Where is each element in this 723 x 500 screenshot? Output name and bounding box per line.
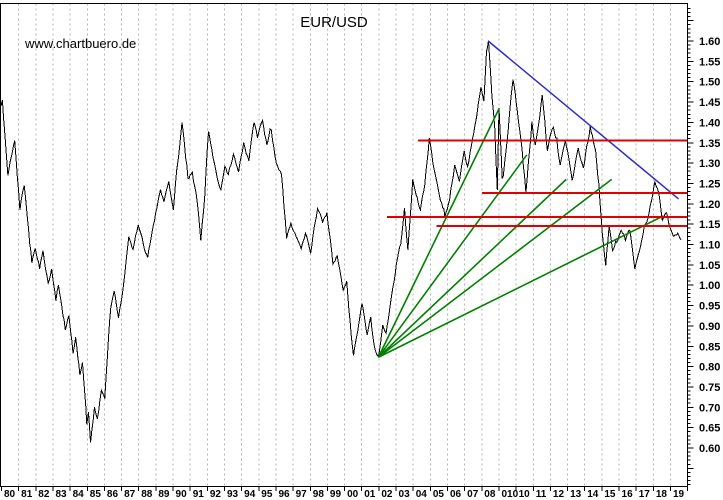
x-axis-label: 10 (519, 489, 531, 500)
y-axis-label: 1.00 (699, 280, 720, 292)
y-axis-label: 1.15 (699, 219, 720, 231)
y-axis-label: 1.50 (699, 77, 720, 89)
x-axis-label: 17 (639, 489, 651, 500)
downtrend-line (487, 40, 680, 200)
x-axis-label: 93 (227, 489, 239, 500)
watermark-text: www.chartbuero.de (24, 36, 136, 51)
x-axis-label: 80 (4, 489, 16, 500)
x-axis-label: 00 (347, 489, 359, 500)
x-axis-label: 96 (278, 489, 290, 500)
fan-line (377, 178, 613, 358)
x-axis-label: 82 (38, 489, 50, 500)
y-axis-label: 1.20 (699, 199, 720, 211)
x-axis-label: 07 (467, 489, 479, 500)
price-series (0, 40, 682, 443)
x-axis-label: 84 (73, 489, 85, 500)
x-axis-label: 81 (21, 489, 33, 500)
x-axis-label: 14 (587, 489, 599, 500)
x-axis-label: 16 (622, 489, 634, 500)
y-axis-label: 1.45 (699, 97, 720, 109)
x-axis-label: 88 (141, 489, 153, 500)
x-axis-label: 05 (433, 489, 445, 500)
x-axis-label: 02 (381, 489, 393, 500)
y-axis-label: 0.75 (699, 382, 720, 394)
x-axis-label: 87 (124, 489, 136, 500)
fan-line (378, 215, 664, 358)
x-axis-label: 92 (210, 489, 222, 500)
x-axis-label: 06 (450, 489, 462, 500)
x-axis-label: 98 (313, 489, 325, 500)
y-axis-label: 0.60 (699, 443, 720, 455)
y-axis-label: 1.60 (699, 36, 720, 48)
x-axis-label: 86 (107, 489, 119, 500)
fan-line (377, 178, 567, 358)
y-axis-label: 1.25 (699, 178, 720, 190)
y-axis-label: 0.95 (699, 301, 720, 313)
y-axis-label: 1.55 (699, 56, 720, 68)
x-axis-label: 04 (416, 489, 428, 500)
x-axis-label: 91 (193, 489, 205, 500)
grid-lines (18, 3, 672, 487)
y-axis-label: 1.40 (699, 117, 720, 129)
x-axis: 80 81 82 83 84 85 86 87 88 89 90 91 92 93 94 95 96 97 98 99… (1, 486, 689, 500)
fan-line (377, 154, 528, 358)
x-axis-label: 18 (656, 489, 668, 500)
y-axis-label: 0.80 (699, 362, 720, 374)
x-axis-label: 89 (158, 489, 170, 500)
y-axis-label: 1.05 (699, 260, 720, 272)
y-axis-label: 0.65 (699, 423, 720, 435)
fan-lines (377, 107, 664, 358)
x-axis-label: 99 (330, 489, 342, 500)
y-axis-label: 1.35 (699, 138, 720, 150)
x-axis-label: 01 (364, 489, 376, 500)
y-axis-label: 0.90 (699, 321, 720, 333)
x-axis-label: 15 (604, 489, 616, 500)
x-axis-label: 97 (296, 489, 308, 500)
x-axis-label: 010 (501, 489, 518, 500)
x-axis-label: 90 (176, 489, 188, 500)
x-axis-label: 11 (536, 489, 547, 500)
y-axis: 1.60 1.55 1.50 1.45 1.40 1.35 1.30 1.25 1.20 1.15… (687, 7, 720, 486)
resistance-lines (386, 139, 688, 228)
x-axis-label: 94 (244, 489, 256, 500)
chart-title: EUR/USD (300, 14, 368, 31)
x-axis-label: 08 (484, 489, 496, 500)
y-axis-label: 1.10 (699, 240, 720, 252)
y-axis-label: 1.30 (699, 158, 720, 170)
y-axis-label: 0.85 (699, 341, 720, 353)
x-axis-label: 85 (90, 489, 102, 500)
x-axis-label: 95 (261, 489, 273, 500)
fan-line (377, 107, 501, 358)
x-axis-label: 19 (673, 489, 685, 500)
x-axis-label: 13 (570, 489, 582, 500)
trend-line (487, 40, 680, 200)
x-axis-label: 12 (553, 489, 565, 500)
price-line (0, 40, 682, 443)
x-axis-label: 03 (399, 489, 411, 500)
y-axis-label: 0.70 (699, 402, 720, 414)
x-axis-label: 83 (55, 489, 67, 500)
